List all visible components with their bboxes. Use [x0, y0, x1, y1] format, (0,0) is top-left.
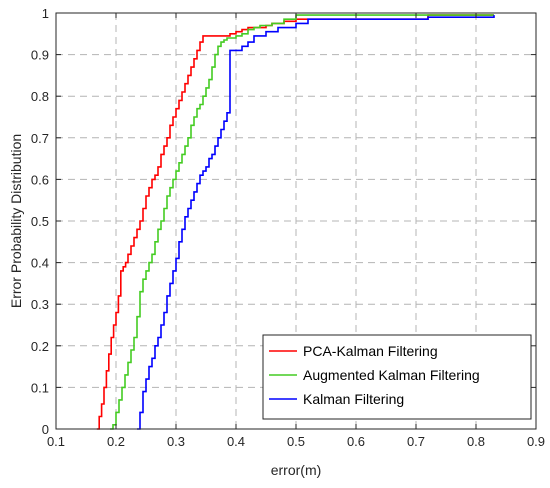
x-tick-label: 0.8 — [467, 434, 485, 449]
x-tick-label: 0.3 — [167, 434, 185, 449]
y-tick-label: 0.1 — [31, 380, 49, 395]
legend-label-0: PCA-Kalman Filtering — [303, 343, 438, 359]
x-tick-label: 0.2 — [107, 434, 125, 449]
x-tick-label: 0.9 — [527, 434, 545, 449]
x-axis-ticks: 0.1 0.2 0.3 0.4 0.5 0.6 0.7 0.8 0.9 — [47, 13, 545, 449]
y-tick-label: 0.8 — [31, 89, 49, 104]
y-tick-label: 0.4 — [31, 256, 49, 271]
y-tick-label: 0.3 — [31, 297, 49, 312]
x-tick-label: 0.6 — [347, 434, 365, 449]
y-tick-label: 0.5 — [31, 214, 49, 229]
series-lines — [96, 14, 495, 430]
series-line-0 — [96, 14, 494, 430]
y-tick-label: 0 — [42, 422, 49, 437]
legend: PCA-Kalman Filtering Augmented Kalman Fil… — [262, 334, 532, 420]
series-line-2 — [137, 15, 495, 430]
series-line-1 — [110, 14, 494, 430]
x-tick-label: 0.4 — [227, 434, 245, 449]
y-tick-label: 0.6 — [31, 172, 49, 187]
legend-box — [262, 334, 532, 420]
x-axis-label: error(m) — [271, 462, 322, 478]
grid-lines — [56, 13, 536, 429]
y-tick-label: 1 — [42, 6, 49, 21]
legend-label-1: Augmented Kalman Filtering — [303, 367, 480, 383]
y-tick-label: 0.2 — [31, 339, 49, 354]
y-tick-label: 0.7 — [31, 131, 49, 146]
y-axis-ticks: 0 0.1 0.2 0.3 0.4 0.5 0.6 0.7 0.8 0.9 1 — [31, 6, 536, 437]
y-axis-label: Error Probability Distribution — [8, 134, 24, 308]
x-tick-label: 0.5 — [287, 434, 305, 449]
x-tick-label: 0.1 — [47, 434, 65, 449]
x-tick-label: 0.7 — [407, 434, 425, 449]
legend-label-2: Kalman Filtering — [303, 391, 404, 407]
y-tick-label: 0.9 — [31, 48, 49, 63]
